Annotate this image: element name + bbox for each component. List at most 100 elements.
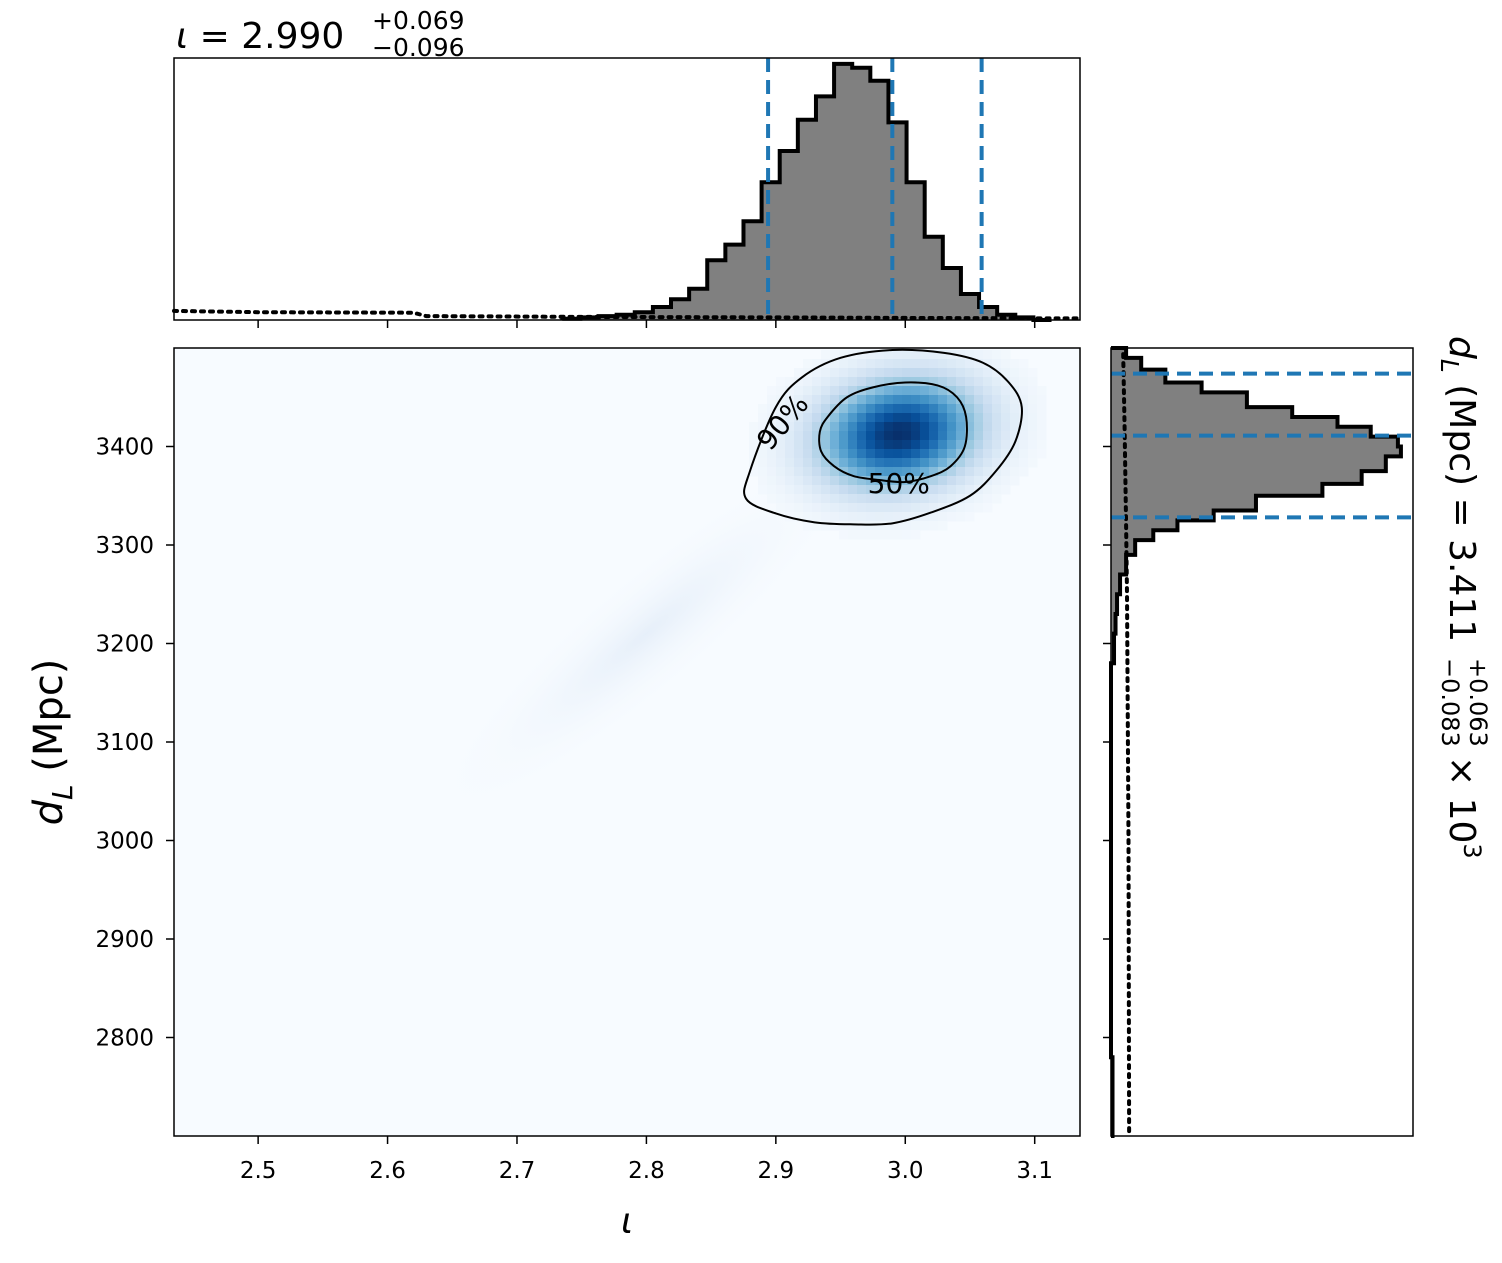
density-cell — [839, 521, 849, 531]
density-cell — [812, 476, 822, 486]
density-cell — [920, 485, 930, 495]
density-cell — [902, 386, 912, 396]
density-cell — [893, 368, 903, 378]
density-cell — [1001, 404, 1011, 414]
density-cell — [1001, 395, 1011, 405]
density-cell — [848, 503, 858, 513]
dL-title-minus: −0.083 — [1436, 658, 1464, 747]
density-cell — [866, 458, 876, 468]
density-cell — [848, 404, 858, 414]
density-cell — [911, 422, 921, 432]
density-cell — [929, 386, 939, 396]
density-cell — [965, 368, 975, 378]
density-cell — [848, 530, 858, 540]
density-cell — [1028, 368, 1038, 378]
density-cell — [974, 422, 984, 432]
density-cell — [884, 395, 894, 405]
x-tick-label-2: 2.7 — [499, 1158, 536, 1184]
density-cell — [983, 503, 993, 513]
density-cell — [857, 422, 867, 432]
density-cell — [1028, 422, 1038, 432]
dL-title-exponent: 10 — [1441, 798, 1482, 844]
iota-title-minus: −0.096 — [372, 33, 465, 62]
density-cell — [983, 377, 993, 387]
iota-title: ι = 2.990 — [176, 16, 344, 57]
density-cell — [965, 395, 975, 405]
density-cell — [956, 440, 966, 450]
density-cell — [911, 449, 921, 459]
density-cell — [794, 476, 804, 486]
iota-title-plus: +0.069 — [372, 6, 465, 35]
density-cell — [929, 422, 939, 432]
density-cell — [1028, 440, 1038, 450]
density-cell — [821, 485, 831, 495]
density-cell — [929, 377, 939, 387]
density-cell — [992, 350, 1002, 360]
density-cell — [893, 467, 903, 477]
density-cell — [929, 494, 939, 504]
density-cell — [848, 422, 858, 432]
density-cell — [1037, 386, 1047, 396]
density-cell — [848, 521, 858, 531]
density-cell — [965, 440, 975, 450]
density-cell — [884, 413, 894, 423]
density-cell — [866, 359, 876, 369]
density-cell — [1019, 395, 1029, 405]
density-cell — [839, 386, 849, 396]
density-cell — [875, 395, 885, 405]
density-cell — [974, 503, 984, 513]
density-cell — [893, 386, 903, 396]
density-cell — [830, 458, 840, 468]
density-cell — [875, 422, 885, 432]
density-cell — [848, 458, 858, 468]
density-cell — [974, 476, 984, 486]
density-cell — [803, 521, 813, 531]
density-cell — [911, 458, 921, 468]
density-cell — [893, 359, 903, 369]
density-cell — [1028, 404, 1038, 414]
density-cell — [902, 449, 912, 459]
density-cell — [983, 395, 993, 405]
density-cell — [983, 467, 993, 477]
density-cell — [947, 404, 957, 414]
density-cell — [758, 485, 768, 495]
y-axis-label: dL (Mpc) — [26, 659, 79, 826]
density-cell — [794, 413, 804, 423]
density-cell — [929, 368, 939, 378]
density-cell — [776, 485, 786, 495]
density-cell — [956, 476, 966, 486]
y-tick-label-2: 3000 — [95, 829, 154, 855]
density-cell — [911, 521, 921, 531]
density-cell — [785, 377, 795, 387]
y-axis-label-symbol: d — [26, 799, 72, 825]
density-cell — [776, 377, 786, 387]
density-cell — [1019, 431, 1029, 441]
density-cell — [956, 395, 966, 405]
density-cell — [839, 422, 849, 432]
density-cell — [1001, 485, 1011, 495]
density-cell — [956, 485, 966, 495]
density-cell — [911, 440, 921, 450]
density-cell — [902, 404, 912, 414]
density-cell — [1010, 476, 1020, 486]
density-cell — [965, 413, 975, 423]
density-cell — [776, 431, 786, 441]
density-cell — [794, 485, 804, 495]
density-cell — [884, 377, 894, 387]
density-cell — [974, 404, 984, 414]
density-cell — [794, 512, 804, 522]
density-cell — [1001, 467, 1011, 477]
density-cell — [884, 359, 894, 369]
density-cell — [866, 449, 876, 459]
dL-title-space — [1441, 373, 1482, 384]
density-cell — [1037, 449, 1047, 459]
density-cell — [830, 359, 840, 369]
density-cell — [812, 413, 822, 423]
density-cell — [1019, 359, 1029, 369]
density-cell — [938, 476, 948, 486]
density-cell — [974, 449, 984, 459]
density-cell — [911, 503, 921, 513]
density-cell — [812, 359, 822, 369]
density-cell — [830, 476, 840, 486]
